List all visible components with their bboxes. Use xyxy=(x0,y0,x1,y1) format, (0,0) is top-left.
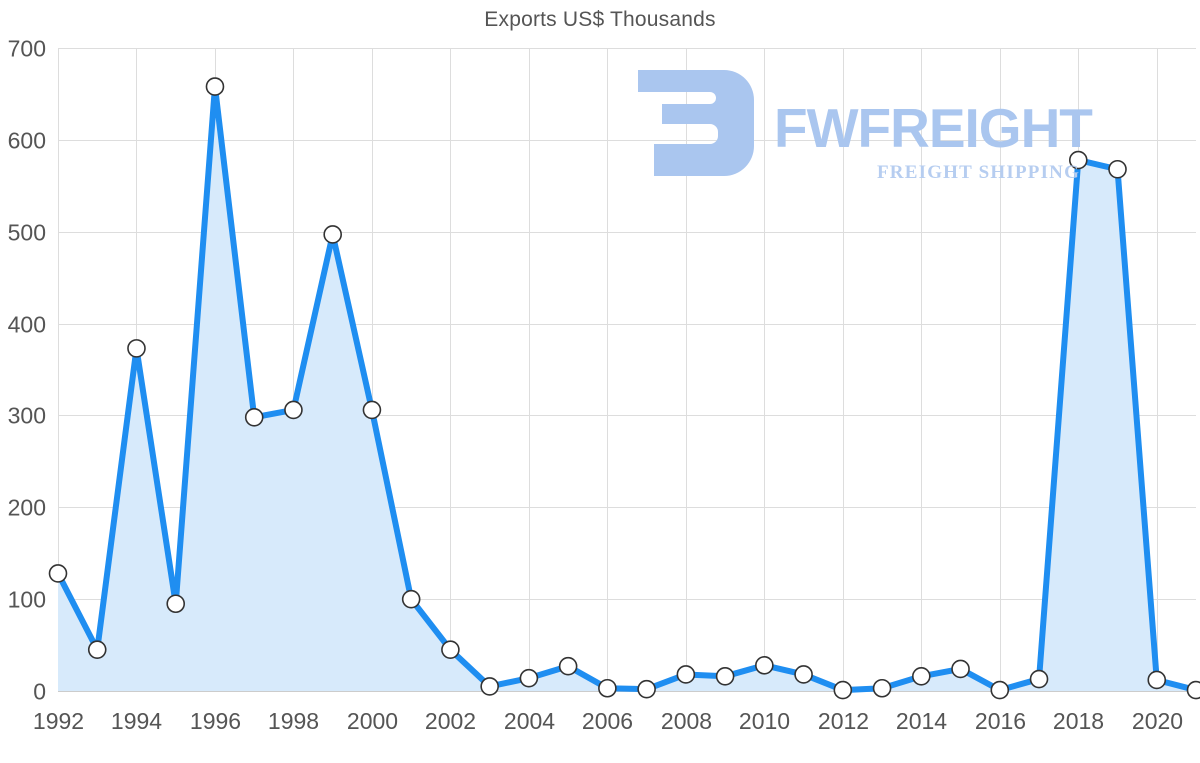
y-axis-tick-label: 200 xyxy=(8,495,46,521)
data-point-marker xyxy=(127,339,146,358)
data-point-marker xyxy=(912,666,931,686)
data-point-marker xyxy=(1147,670,1167,690)
data-point-marker xyxy=(755,655,774,675)
data-point-marker xyxy=(205,77,225,96)
x-axis-tick-label: 2020 xyxy=(1132,708,1183,734)
y-axis-tick-label: 400 xyxy=(8,312,46,338)
data-point-marker xyxy=(519,668,539,688)
x-axis-tick-label: 2004 xyxy=(504,708,555,734)
data-point-marker xyxy=(244,407,264,427)
data-point-marker xyxy=(990,680,1010,700)
data-point-marker xyxy=(833,680,853,700)
y-axis-tick-label: 300 xyxy=(8,403,46,429)
x-axis-tick-label: 2012 xyxy=(818,708,869,734)
x-axis-tick-label: 1998 xyxy=(268,708,319,734)
data-point-marker xyxy=(1068,150,1088,170)
data-point-marker xyxy=(1186,680,1200,700)
y-axis-tick-label: 100 xyxy=(8,587,46,613)
series-area-fill xyxy=(58,86,1196,691)
x-axis-tick-label: 2014 xyxy=(896,708,947,734)
x-axis-tick-label: 1994 xyxy=(111,708,162,734)
x-axis-tick-label: 2000 xyxy=(347,708,398,734)
data-point-marker xyxy=(401,589,421,609)
data-point-marker xyxy=(362,400,382,420)
y-axis-tick-label: 500 xyxy=(8,220,46,246)
y-axis-tick-label: 700 xyxy=(8,36,46,62)
x-axis-tick-label: 1992 xyxy=(33,708,84,734)
y-axis-tick-label: 600 xyxy=(8,128,46,154)
data-point-marker xyxy=(48,564,68,583)
data-point-marker xyxy=(637,679,656,699)
chart-title: Exports US$ Thousands xyxy=(484,8,716,31)
data-point-marker xyxy=(558,656,578,676)
x-axis-tick-label: 2016 xyxy=(975,708,1026,734)
data-point-marker xyxy=(87,640,107,659)
y-axis-tick-label: 0 xyxy=(33,679,46,705)
data-point-marker xyxy=(1108,159,1127,179)
data-point-marker xyxy=(166,594,186,614)
x-axis-tick-label: 2002 xyxy=(425,708,476,734)
data-point-marker xyxy=(441,640,460,659)
data-point-marker xyxy=(1029,669,1049,689)
data-point-marker xyxy=(951,659,970,679)
data-point-marker xyxy=(480,677,499,696)
x-axis-tick-label: 2006 xyxy=(582,708,633,734)
x-axis-tick-label: 2018 xyxy=(1053,708,1104,734)
y-axis-tick-labels: 0 100 200 300 400 500 600 700 xyxy=(8,36,46,705)
x-axis-tick-label: 2010 xyxy=(739,708,790,734)
x-axis-tick-label: 1996 xyxy=(190,708,241,734)
data-point-marker xyxy=(715,666,735,686)
data-point-marker xyxy=(872,678,892,698)
data-point-marker xyxy=(323,225,342,244)
x-axis-tick-label: 2008 xyxy=(661,708,712,734)
data-point-marker xyxy=(284,400,303,420)
x-axis-tick-labels: 1992 1994 1996 1998 2000 2002 2004 2006 2008 2010… xyxy=(33,708,1183,734)
data-point-marker xyxy=(794,665,813,684)
data-point-marker xyxy=(598,678,617,698)
series-data-points xyxy=(48,77,1200,700)
data-point-marker xyxy=(676,665,696,684)
